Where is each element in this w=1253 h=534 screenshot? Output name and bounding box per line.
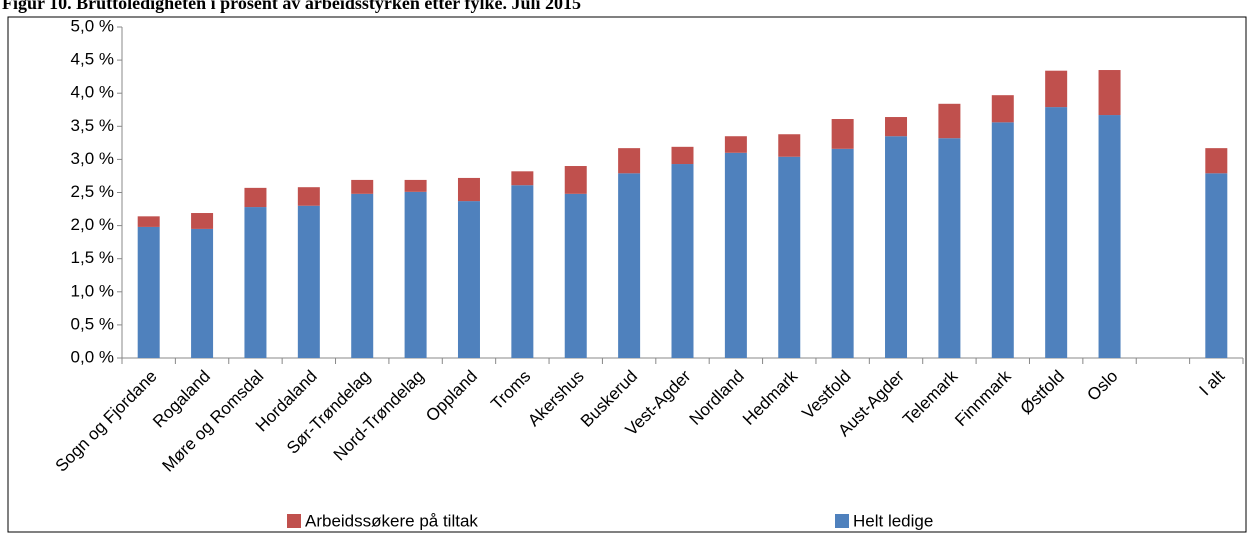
y-tick-label: 3,0 % [71, 149, 114, 168]
y-tick-label: 4,0 % [71, 83, 114, 102]
x-tick-label: Oppland [422, 367, 481, 426]
bar-segment [191, 213, 214, 229]
chart-border [7, 16, 1247, 533]
bar-segment [137, 226, 160, 358]
bar-segment [991, 95, 1014, 123]
y-tick-label: 1,0 % [71, 281, 114, 300]
bar-segment [938, 103, 961, 139]
bar-segment [991, 122, 1014, 358]
x-tick-label: Østfold [1017, 367, 1069, 419]
bar-segment [511, 171, 534, 186]
x-tick-label: I alt [1195, 366, 1228, 399]
legend-label: Helt ledige [853, 511, 933, 530]
legend-label: Arbeidssøkere på tiltak [305, 511, 478, 530]
x-tick-label: Oslo [1083, 367, 1121, 405]
bar-segment [671, 146, 694, 165]
bar-segment [1045, 70, 1068, 108]
bar-segment [778, 134, 801, 157]
bar-segment [351, 179, 374, 194]
bar-segment [457, 177, 480, 202]
x-tick-label: Hedmark [739, 366, 802, 429]
y-tick-label: 0,0 % [71, 347, 114, 366]
bar-segment [1205, 148, 1228, 174]
bar-segment [564, 166, 587, 194]
legend-swatch [287, 514, 301, 528]
x-tick-label: Nordland [686, 367, 748, 429]
y-tick-label: 5,0 % [71, 16, 114, 35]
chart-title: Figur 10. Bruttoledigheten i prosent av … [2, 0, 581, 13]
bar-segment [724, 136, 747, 153]
bar-segment [1098, 70, 1121, 116]
bar-segment [191, 228, 214, 358]
bar-segment [885, 136, 908, 358]
bar-segment [1045, 107, 1068, 359]
legend-swatch [835, 514, 849, 528]
bar-segment [137, 216, 160, 227]
bar-segment [511, 185, 534, 358]
bar-segment [1098, 115, 1121, 359]
bar-segment [404, 179, 427, 192]
x-tick-label: Akershus [524, 367, 588, 431]
y-tick-label: 1,5 % [71, 248, 114, 267]
y-tick-label: 2,0 % [71, 215, 114, 234]
y-tick-label: 0,5 % [71, 314, 114, 333]
bar-segment [778, 156, 801, 358]
x-tick-label: Møre og Romsdal [158, 367, 267, 476]
bar-segment [564, 193, 587, 358]
bar-segment [885, 117, 908, 137]
bar-segment [244, 187, 267, 208]
y-tick-label: 4,5 % [71, 50, 114, 69]
y-tick-label: 3,5 % [71, 116, 114, 135]
bar-segment [404, 191, 427, 358]
x-tick-label: Finnmark [951, 366, 1015, 430]
x-tick-label: Sogn og Fjordane [52, 367, 161, 476]
bar-segment [618, 148, 641, 174]
x-tick-label: Telemark [899, 366, 962, 429]
x-tick-label: Troms [487, 367, 534, 414]
bar-segment [724, 152, 747, 358]
y-tick-label: 2,5 % [71, 182, 114, 201]
bar-segment [244, 207, 267, 358]
bar-segment [671, 164, 694, 358]
bar-segment [1205, 173, 1228, 358]
bar-segment [351, 193, 374, 358]
bar-segment [618, 173, 641, 358]
bar-segment [831, 119, 854, 149]
bar-segment [297, 187, 320, 206]
bar-segment [297, 205, 320, 358]
x-tick-label: Nord-Trøndelag [330, 367, 428, 465]
bar-segment [831, 148, 854, 358]
bar-segment [457, 201, 480, 358]
bar-segment [938, 138, 961, 358]
